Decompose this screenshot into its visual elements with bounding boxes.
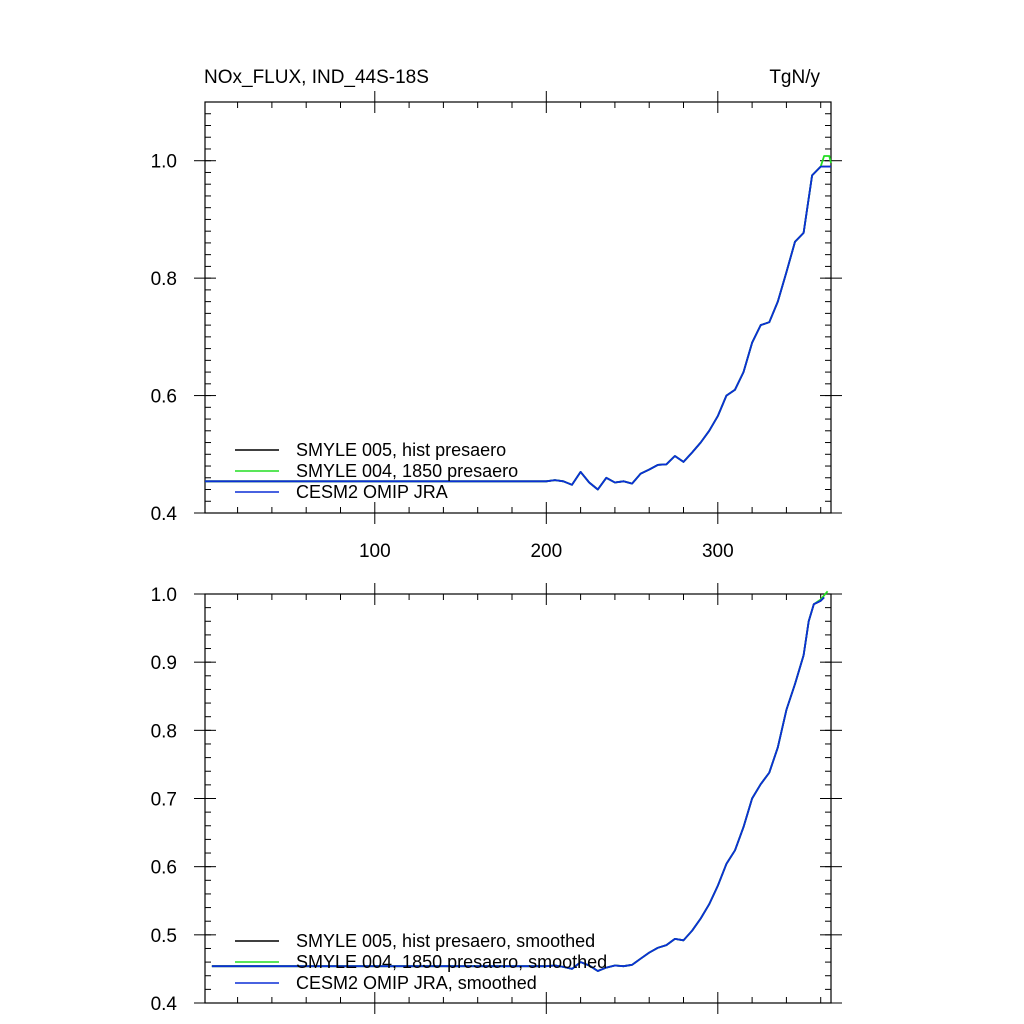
y-tick-label: 0.4 <box>151 504 178 525</box>
y-tick-label: 0.4 <box>151 994 178 1015</box>
series-line-smyle005 <box>211 596 825 972</box>
x-tick-label: 300 <box>702 541 734 562</box>
y-tick-label: 1.0 <box>151 585 177 606</box>
plot-frame <box>204 101 832 514</box>
y-tick-label: 0.7 <box>151 790 177 811</box>
legend-label: SMYLE 005, hist presaero <box>296 440 506 460</box>
series-line-cesm2 <box>211 596 825 972</box>
series-line-smyle004 <box>211 590 829 972</box>
legend-label: SMYLE 004, 1850 presaero <box>296 461 518 481</box>
y-tick-label: 0.6 <box>151 858 177 879</box>
x-tick-label: 200 <box>530 541 562 562</box>
y-tick-label: 0.5 <box>151 926 177 947</box>
units-label: TgN/y <box>769 67 820 88</box>
y-tick-label: 0.6 <box>151 387 177 408</box>
chart-title: NOx_FLUX, IND_44S-18S <box>204 67 429 88</box>
y-tick-label: 0.8 <box>151 721 177 742</box>
top-panel: 100 200 300 0.4 0.6 0.8 1.0 SMYLE 005, hist pre… <box>151 91 842 562</box>
x-tick-label: 100 <box>359 541 391 562</box>
legend-label: SMYLE 004, 1850 presaero, smoothed <box>296 952 607 972</box>
bottom-panel: 0.4 0.5 0.6 0.7 0.8 0.9 1.0 SMYLE 005, hist pre… <box>151 583 842 1015</box>
legend-label: CESM2 OMIP JRA, smoothed <box>296 973 537 993</box>
y-tick-label: 0.9 <box>151 653 177 674</box>
series-line-cesm2 <box>205 165 831 491</box>
y-tick-label: 1.0 <box>151 152 177 173</box>
legend-label: CESM2 OMIP JRA <box>296 482 448 502</box>
y-tick-label: 0.8 <box>151 269 177 290</box>
legend-label: SMYLE 005, hist presaero, smoothed <box>296 931 595 951</box>
